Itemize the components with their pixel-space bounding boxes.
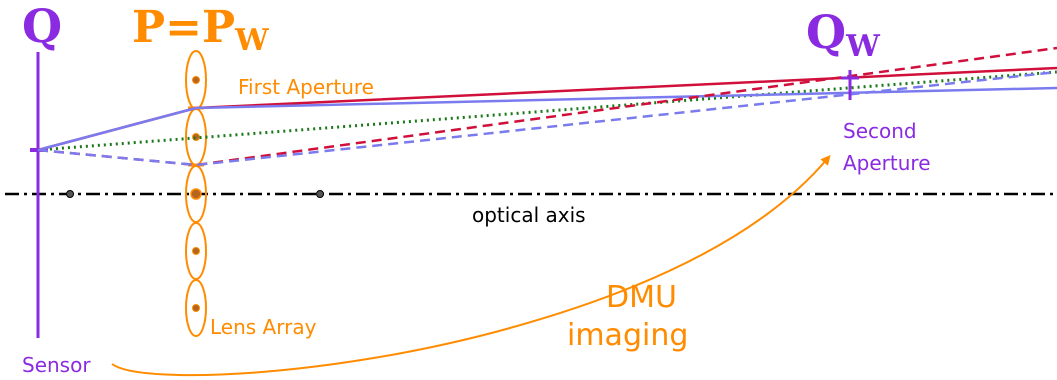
ray-green-dotted <box>37 70 1057 152</box>
qw-subscript: W <box>845 29 881 64</box>
lens-center-dot <box>192 247 200 255</box>
lens-array-label: Lens Array <box>210 315 317 339</box>
lens-center-dot <box>192 304 200 312</box>
p-pw-subscript: W <box>234 23 270 58</box>
axis-point-right <box>316 190 324 198</box>
axis-point-left <box>66 190 74 198</box>
dmu-label-line2: imaging <box>567 318 688 353</box>
lens-center-dot <box>192 76 200 84</box>
lens-center-dot <box>190 188 202 200</box>
dmu-imaging-arrow <box>111 154 831 377</box>
ray-periwinkle-dashed <box>37 70 1057 167</box>
optical-axis-label: optical axis <box>472 203 586 227</box>
p-pw-label: P=PW <box>132 2 270 58</box>
second-aperture-label-line2: Aperture <box>843 151 931 175</box>
dmu-label-line1: DMU <box>606 280 677 315</box>
q-label: Q <box>22 0 62 53</box>
lens <box>185 279 207 337</box>
ray-periwinkle-solid <box>37 86 1057 152</box>
sensor-label: Sensor <box>22 353 91 377</box>
p-pw-main: P=P <box>132 2 235 53</box>
qw-label: QW <box>806 5 881 64</box>
first-aperture-label: First Aperture <box>238 75 374 99</box>
qw-main: Q <box>806 5 846 59</box>
second-aperture-label-line1: Second <box>843 119 917 143</box>
